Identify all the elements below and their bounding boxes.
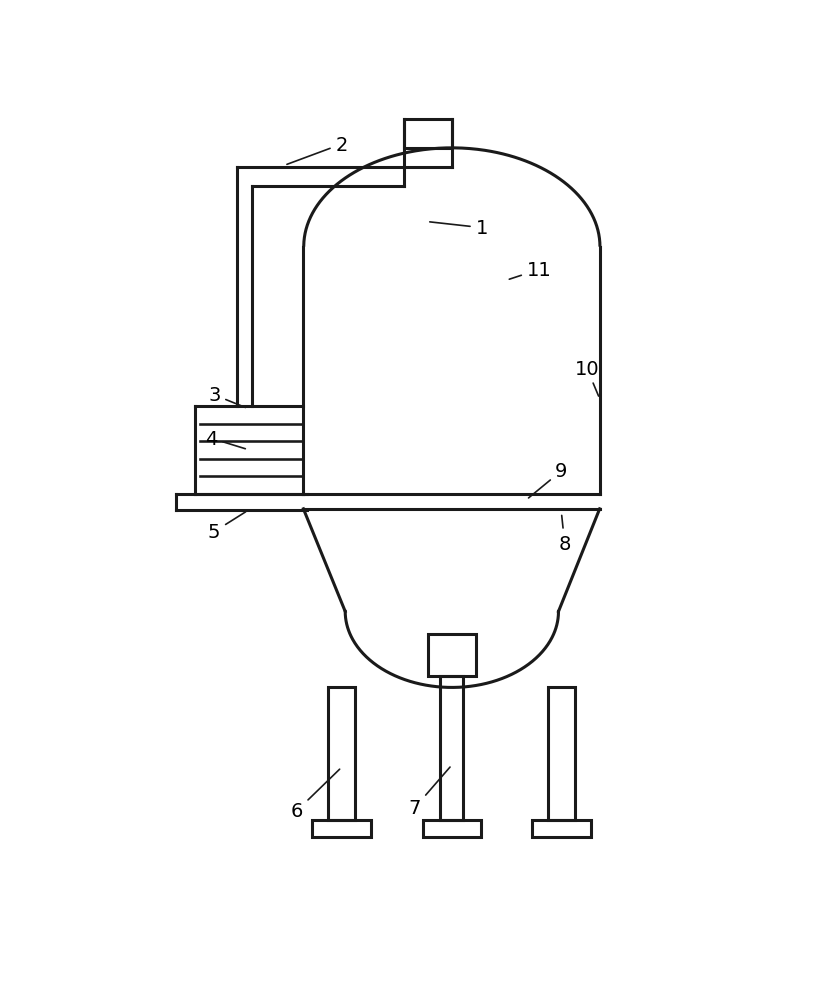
Text: 8: 8: [558, 516, 570, 553]
Text: 9: 9: [529, 461, 568, 499]
Text: 6: 6: [291, 769, 339, 820]
Bar: [404, 120, 451, 149]
Bar: [548, 688, 575, 820]
Bar: [312, 820, 371, 837]
Text: 2: 2: [287, 135, 348, 166]
Text: 5: 5: [208, 513, 246, 541]
Text: 3: 3: [208, 386, 246, 408]
Text: 1: 1: [430, 219, 488, 238]
Bar: [441, 676, 464, 820]
Bar: [428, 635, 476, 676]
Bar: [532, 820, 591, 837]
Text: 10: 10: [575, 359, 599, 396]
Text: 7: 7: [409, 767, 450, 817]
Bar: [328, 688, 355, 820]
Bar: [423, 820, 481, 837]
Text: 11: 11: [510, 260, 552, 280]
Text: 4: 4: [205, 429, 245, 450]
